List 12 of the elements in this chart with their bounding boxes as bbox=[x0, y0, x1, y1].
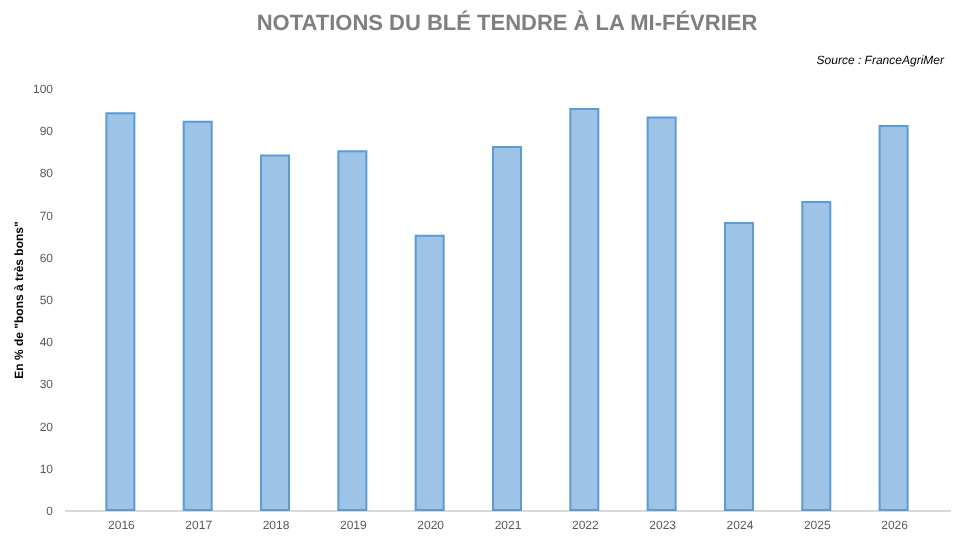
bar bbox=[569, 108, 600, 511]
bar bbox=[105, 112, 136, 511]
bar bbox=[414, 234, 445, 511]
chart-title: NOTATIONS DU BLÉ TENDRE À LA MI-FÉVRIER bbox=[256, 10, 758, 36]
bar bbox=[260, 154, 291, 511]
bar bbox=[646, 116, 677, 511]
bar bbox=[723, 222, 754, 511]
bar bbox=[878, 124, 909, 511]
bar bbox=[801, 200, 832, 511]
bar bbox=[182, 120, 213, 511]
bar bbox=[492, 146, 522, 511]
bar bbox=[337, 150, 368, 511]
